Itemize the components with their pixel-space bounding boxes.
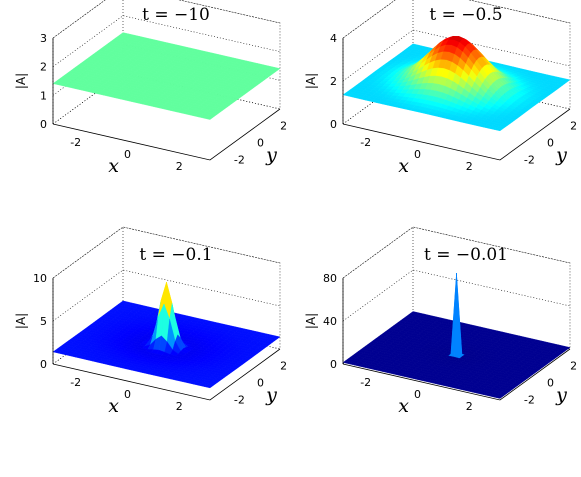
surface-patch — [203, 384, 213, 389]
front-axes — [52, 108, 281, 161]
surface-patch — [493, 127, 503, 132]
z-tick-label: 2 — [330, 75, 337, 88]
surface-mesh — [52, 32, 281, 120]
z-tick-label: 1 — [40, 89, 47, 102]
z-tick-label: 0 — [40, 118, 47, 131]
x-tick-label: 0 — [414, 148, 421, 161]
x-axis-label: x — [398, 395, 409, 417]
x-axis-label: x — [108, 395, 119, 417]
front-axes — [342, 348, 571, 401]
z-axis-label: |A| — [14, 313, 28, 329]
x-tick-label: 2 — [176, 400, 183, 413]
subplot-title: t = −0.5 — [429, 5, 502, 25]
y-axis-label: y — [555, 384, 567, 406]
surface-patch — [203, 116, 213, 120]
z-tick-label: 5 — [40, 315, 47, 328]
y-tick-label: 2 — [280, 360, 287, 373]
z-tick-label: 40 — [323, 315, 337, 328]
y-axis-label: y — [265, 384, 277, 406]
surface-patch — [453, 273, 463, 359]
x-tick-label: -2 — [70, 136, 81, 149]
y-tick-label: 0 — [257, 137, 264, 150]
z-tick-label: 0 — [330, 118, 337, 131]
x-tick-label: 0 — [124, 388, 131, 401]
z-axis-label: |A| — [14, 73, 28, 89]
z-axis-label: |A| — [304, 73, 318, 89]
subplot-1: 0 1 2 3 -2 0 2 2 0 -2 x y |A| t = −10 — [14, 0, 287, 177]
surface-mesh — [342, 273, 571, 399]
y-tick-label: 0 — [547, 377, 554, 390]
x-tick-label: 0 — [124, 148, 131, 161]
z-tick-label: 2 — [40, 61, 47, 74]
y-axis-label: y — [265, 144, 277, 166]
y-tick-label: -2 — [524, 153, 535, 166]
x-tick-label: 0 — [414, 388, 421, 401]
z-tick-label: 0 — [330, 358, 337, 371]
z-tick-label: 3 — [40, 32, 47, 45]
subplot-3: 0 5 10 -2 0 2 2 0 -2 x y |A| t = −0.1 — [14, 226, 287, 417]
z-tick-label: 0 — [40, 358, 47, 371]
x-tick-label: 2 — [176, 160, 183, 173]
surface-mesh — [52, 282, 281, 389]
front-axes — [52, 348, 281, 401]
x-tick-label: -2 — [70, 376, 81, 389]
x-tick-label: 2 — [466, 160, 473, 173]
surface-mesh — [342, 36, 571, 132]
y-tick-label: -2 — [234, 393, 245, 406]
z-tick-label: 4 — [330, 32, 337, 45]
y-tick-label: 0 — [257, 377, 264, 390]
z-axis-label: |A| — [304, 313, 318, 329]
subplot-title: t = −10 — [142, 5, 210, 25]
y-tick-label: 2 — [570, 120, 577, 133]
y-tick-label: 2 — [280, 120, 287, 133]
subplot-title: t = −0.1 — [139, 245, 212, 265]
x-tick-label: 2 — [466, 400, 473, 413]
y-axis-label: y — [555, 144, 567, 166]
y-tick-label: 2 — [570, 360, 577, 373]
z-tick-label: 10 — [33, 272, 47, 285]
subplot-2: 0 2 4 -2 0 2 2 0 -2 x y |A| t = −0.5 — [304, 0, 577, 177]
x-tick-label: -2 — [360, 376, 371, 389]
y-tick-label: -2 — [524, 393, 535, 406]
x-axis-label: x — [398, 155, 409, 177]
front-axes — [342, 108, 571, 161]
x-axis-label: x — [108, 155, 119, 177]
subplot-4: 0 40 80 -2 0 2 2 0 -2 x y |A| t = −0.01 — [304, 226, 577, 417]
x-tick-label: -2 — [360, 136, 371, 149]
surface-patch — [493, 395, 503, 399]
subplot-title: t = −0.01 — [424, 245, 508, 265]
z-tick-label: 80 — [323, 272, 337, 285]
y-tick-label: -2 — [234, 153, 245, 166]
y-tick-label: 0 — [547, 137, 554, 150]
